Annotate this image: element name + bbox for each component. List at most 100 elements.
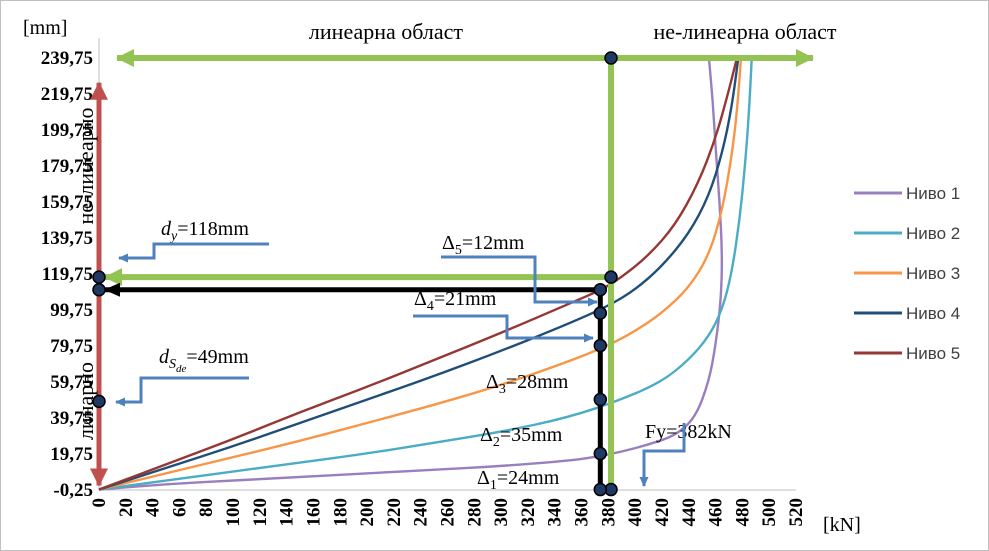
delta2-label: Δ2=35mm [480,424,563,450]
delta3-label-value: =28mm [506,371,569,393]
dsde-label-symbol: d [159,346,170,368]
y-tick-label: 219,75 [41,84,93,105]
legend-label: Ниво 1 [906,184,960,203]
series-line-4 [98,57,740,491]
legend-label: Ниво 3 [906,264,960,283]
dsde-callout [115,376,249,407]
delta4-callout [413,314,594,343]
x-tick-label: 400 [625,498,646,527]
delta4-label: Δ4=21mm [414,288,497,314]
dy-callout [118,242,269,263]
dy-axis-dot [92,270,106,284]
fy-top-dot [604,51,618,65]
delta2-label-symbol: Δ [480,424,493,446]
x-tick-label: 360 [572,498,593,527]
x-tick-label: 300 [491,498,512,527]
x-tick-label: 280 [464,498,485,527]
dsde-label-subsubscript: de [176,363,187,375]
x-tick-label: 520 [786,498,807,527]
legend-label: Ниво 2 [906,224,960,243]
y-tick-label: 199,75 [41,120,93,141]
level-axis-dot [92,283,106,297]
delta1-label-value: =24mm [497,467,560,489]
x-tick-label: 320 [518,498,539,527]
dsde-label-value: =49mm [186,346,249,368]
delta2-label-value: =35mm [500,424,563,446]
x-tick-label: 480 [732,498,753,527]
delta3-label: Δ3=28mm [486,371,569,397]
delta1-label-symbol: Δ [477,467,490,489]
x-tick-label: 120 [250,498,271,527]
dy-label-symbol: d [161,218,172,240]
series-line-1 [98,57,724,491]
series-line-5 [98,57,739,491]
x-tick-label: 260 [438,498,459,527]
x-tick-label: 80 [196,498,217,517]
x-tick-label: 40 [143,498,164,517]
y-tick-label: 239,75 [41,48,93,69]
x-tick-label: 240 [411,498,432,527]
design-level-dot [593,306,608,320]
x-tick-label: 160 [303,498,324,527]
x-tick-label: 0 [89,498,110,508]
delta4-label-subscript: 4 [427,299,434,314]
delta3-label-subscript: 3 [499,382,506,397]
x-tick-label: 340 [545,498,566,527]
design-level-dot [593,446,608,461]
delta5-label: Δ5=12mm [442,232,525,258]
y-tick-label: 79,75 [50,336,93,357]
y-tick-label: 39,75 [50,408,93,429]
delta1-label: Δ1=24mm [477,467,560,493]
legend-label: Ниво 5 [906,344,960,363]
nonlinear-region-label: не-линеарна област [654,19,837,44]
delta3-label-symbol: Δ [486,371,499,393]
y-tick-label: 179,75 [41,156,93,177]
series-line-2 [98,57,753,491]
delta5-callout [441,255,598,307]
delta5-label-subscript: 5 [455,243,462,258]
x-tick-label: 500 [759,498,780,527]
delta4-label-symbol: Δ [414,288,427,310]
dsde-axis-dot [92,394,106,409]
x-tick-label: 60 [169,498,190,517]
y-tick-label: 119,75 [42,264,93,285]
x-tick-label: 440 [679,498,700,527]
delta4-label-value: =21mm [434,288,497,310]
fy-callout [639,423,686,487]
series-line-3 [98,57,743,491]
x-tick-label: 140 [277,498,298,527]
y-axis-label: [mm] [23,17,67,39]
design-level-dot [593,338,608,353]
y-tick-label: 139,75 [41,228,93,249]
x-tick-label: 20 [116,498,137,517]
legend-label: Ниво 4 [906,304,960,323]
x-tick-label: 100 [223,498,244,527]
delta5-label-symbol: Δ [442,232,455,254]
x-tick-label: 180 [330,498,351,527]
design-level-dot [593,283,608,297]
x-tick-label: 460 [706,498,727,527]
x-tick-label: 200 [357,498,378,527]
x-tick-label: 420 [652,498,673,527]
dsde-label-subscript: S [169,357,176,372]
fy-label: Fy=382kN [645,421,732,443]
linear-region-label: линеарна област [309,19,464,44]
delta2-label-subscript: 2 [493,435,500,450]
vertical-linear-label: линарно [73,362,98,440]
fy-dy-dot [604,270,618,284]
dsde-label: dSde=49mm [159,346,249,375]
dy-label-subscript: y [169,229,178,244]
x-tick-label: 220 [384,498,405,527]
design-level-dot [593,482,608,497]
design-level-dot [593,392,608,407]
y-tick-label: -0,25 [53,480,93,501]
vertical-nonlinear-label: не-линеарно [73,108,98,225]
dy-label: dy=118mm [161,218,249,244]
delta1-label-subscript: 1 [490,478,497,493]
y-tick-label: 59,75 [50,372,93,393]
y-tick-label: 19,75 [50,444,93,465]
dy-label-value: =118mm [177,218,249,240]
x-axis-label: [kN] [823,514,861,536]
